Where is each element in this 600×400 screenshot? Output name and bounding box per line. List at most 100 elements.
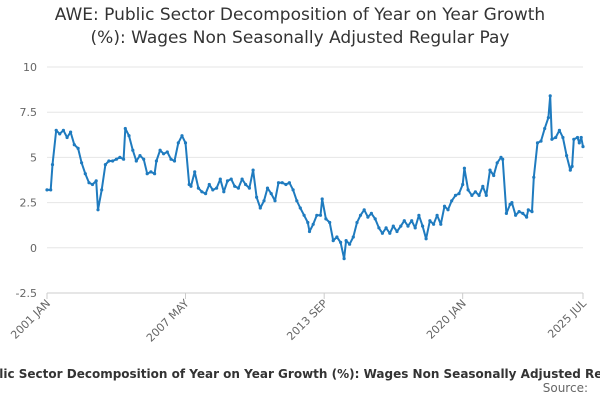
data-point[interactable] bbox=[453, 193, 458, 197]
data-point[interactable] bbox=[311, 222, 315, 226]
data-point[interactable] bbox=[273, 199, 277, 203]
data-point[interactable] bbox=[373, 217, 377, 221]
data-point[interactable] bbox=[69, 130, 73, 134]
data-point[interactable] bbox=[222, 190, 226, 194]
data-point[interactable] bbox=[83, 172, 87, 176]
data-point[interactable] bbox=[122, 157, 126, 161]
data-point[interactable] bbox=[244, 182, 248, 187]
data-point[interactable] bbox=[189, 184, 193, 188]
data-point[interactable] bbox=[484, 193, 488, 197]
data-point[interactable] bbox=[114, 157, 118, 161]
data-point[interactable] bbox=[262, 199, 266, 203]
data-point[interactable] bbox=[442, 204, 447, 208]
data-point[interactable] bbox=[546, 116, 551, 120]
data-point[interactable] bbox=[351, 235, 355, 239]
data-point[interactable] bbox=[543, 126, 547, 131]
data-point[interactable] bbox=[517, 210, 521, 214]
data-point[interactable] bbox=[413, 226, 417, 230]
data-point[interactable] bbox=[251, 168, 255, 172]
data-point[interactable] bbox=[158, 148, 162, 152]
data-point[interactable] bbox=[514, 213, 518, 217]
data-point[interactable] bbox=[432, 222, 436, 226]
data-point[interactable] bbox=[165, 150, 169, 154]
data-point[interactable] bbox=[142, 157, 146, 161]
data-point[interactable] bbox=[80, 161, 84, 165]
data-point[interactable] bbox=[424, 237, 428, 241]
data-point[interactable] bbox=[215, 186, 219, 190]
data-point[interactable] bbox=[276, 181, 281, 185]
data-point[interactable] bbox=[176, 141, 180, 145]
data-point[interactable] bbox=[406, 224, 410, 228]
data-point[interactable] bbox=[532, 175, 536, 179]
data-point[interactable] bbox=[579, 135, 583, 140]
data-point[interactable] bbox=[402, 219, 406, 223]
data-point[interactable] bbox=[100, 188, 104, 192]
data-point[interactable] bbox=[193, 170, 197, 174]
data-point[interactable] bbox=[521, 211, 525, 215]
data-point[interactable] bbox=[435, 213, 439, 217]
data-point[interactable] bbox=[280, 181, 284, 185]
data-point[interactable] bbox=[399, 224, 403, 228]
data-point[interactable] bbox=[183, 141, 188, 145]
data-point[interactable] bbox=[510, 201, 514, 205]
data-point[interactable] bbox=[495, 161, 499, 165]
data-point[interactable] bbox=[439, 222, 443, 226]
data-point[interactable] bbox=[72, 143, 76, 147]
series-line[interactable] bbox=[47, 94, 584, 260]
data-point[interactable] bbox=[306, 220, 310, 225]
data-point[interactable] bbox=[335, 235, 339, 239]
legend[interactable]: AWE: Public Sector Decomposition of Year… bbox=[0, 367, 600, 383]
data-point[interactable] bbox=[180, 134, 184, 138]
data-point[interactable] bbox=[581, 145, 585, 149]
data-point[interactable] bbox=[154, 159, 158, 163]
data-point[interactable] bbox=[568, 168, 572, 172]
data-point[interactable] bbox=[391, 224, 395, 228]
data-point[interactable] bbox=[428, 219, 432, 223]
data-point[interactable] bbox=[153, 172, 157, 176]
data-point[interactable] bbox=[123, 126, 127, 131]
data-point[interactable] bbox=[118, 155, 122, 159]
data-point[interactable] bbox=[96, 208, 100, 212]
data-point[interactable] bbox=[384, 226, 388, 230]
data-point[interactable] bbox=[298, 206, 302, 210]
data-point[interactable] bbox=[342, 257, 346, 261]
data-point[interactable] bbox=[462, 166, 466, 170]
data-point[interactable] bbox=[575, 135, 580, 140]
data-point[interactable] bbox=[87, 181, 91, 185]
data-point[interactable] bbox=[331, 239, 335, 243]
data-point[interactable] bbox=[526, 208, 530, 212]
data-point[interactable] bbox=[247, 186, 251, 190]
data-point[interactable] bbox=[94, 179, 98, 183]
data-point[interactable] bbox=[284, 182, 288, 187]
data-point[interactable] bbox=[550, 137, 554, 141]
data-point[interactable] bbox=[377, 226, 381, 230]
data-point[interactable] bbox=[358, 213, 363, 217]
data-point[interactable] bbox=[302, 213, 306, 217]
data-point[interactable] bbox=[233, 184, 237, 188]
data-point[interactable] bbox=[172, 159, 177, 163]
data-point[interactable] bbox=[45, 188, 49, 192]
data-point[interactable] bbox=[134, 159, 138, 163]
data-point[interactable] bbox=[50, 163, 55, 167]
data-point[interactable] bbox=[473, 190, 477, 194]
data-point[interactable] bbox=[488, 168, 492, 172]
data-point[interactable] bbox=[149, 170, 153, 174]
data-point[interactable] bbox=[320, 197, 324, 201]
data-point[interactable] bbox=[344, 239, 348, 243]
data-point[interactable] bbox=[530, 210, 534, 214]
data-point[interactable] bbox=[535, 141, 540, 145]
data-point[interactable] bbox=[501, 157, 505, 161]
data-point[interactable] bbox=[169, 157, 173, 161]
data-point[interactable] bbox=[49, 188, 53, 192]
data-point[interactable] bbox=[225, 179, 230, 183]
data-point[interactable] bbox=[295, 199, 299, 203]
data-point[interactable] bbox=[58, 132, 62, 136]
data-point[interactable] bbox=[362, 208, 366, 212]
data-point[interactable] bbox=[525, 215, 529, 219]
data-point[interactable] bbox=[395, 229, 399, 234]
data-point[interactable] bbox=[218, 177, 222, 181]
data-point[interactable] bbox=[90, 182, 95, 187]
data-point[interactable] bbox=[388, 231, 392, 235]
data-point[interactable] bbox=[324, 217, 328, 221]
data-point[interactable] bbox=[421, 224, 425, 228]
